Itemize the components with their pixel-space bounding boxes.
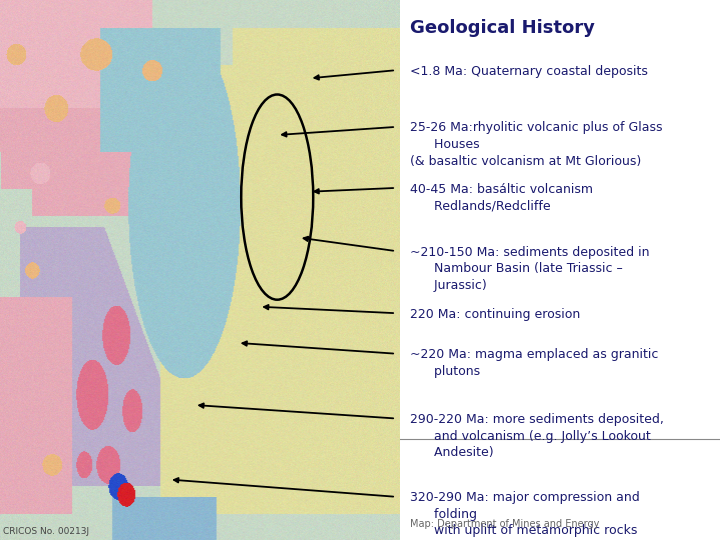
Text: CRICOS No. 00213J: CRICOS No. 00213J <box>3 526 89 536</box>
Bar <box>400 0 720 540</box>
Text: 290-220 Ma: more sediments deposited,
      and volcanism (e.g. Jolly’s Lookout
: 290-220 Ma: more sediments deposited, an… <box>410 413 665 459</box>
Text: 320-290 Ma: major compression and
      folding
      with uplift of metamorphic: 320-290 Ma: major compression and foldin… <box>410 491 640 537</box>
Text: Map: Department of Mines and Energy: Map: Department of Mines and Energy <box>410 519 600 529</box>
Text: 40-45 Ma: basáltic volcanism
      Redlands/Redcliffe: 40-45 Ma: basáltic volcanism Redlands/Re… <box>410 183 593 212</box>
Text: ~210-150 Ma: sediments deposited in
      Nambour Basin (late Triassic –
      J: ~210-150 Ma: sediments deposited in Namb… <box>410 246 650 292</box>
Text: 25-26 Ma:rhyolitic volcanic plus of Glass
      Houses
(& basaltic volcanism at : 25-26 Ma:rhyolitic volcanic plus of Glas… <box>410 122 663 167</box>
Text: Geological History: Geological History <box>410 19 595 37</box>
Text: 220 Ma: continuing erosion: 220 Ma: continuing erosion <box>410 308 580 321</box>
Text: ~220 Ma: magma emplaced as granitic
      plutons: ~220 Ma: magma emplaced as granitic plut… <box>410 348 659 378</box>
Text: <1.8 Ma: Quaternary coastal deposits: <1.8 Ma: Quaternary coastal deposits <box>410 65 648 78</box>
